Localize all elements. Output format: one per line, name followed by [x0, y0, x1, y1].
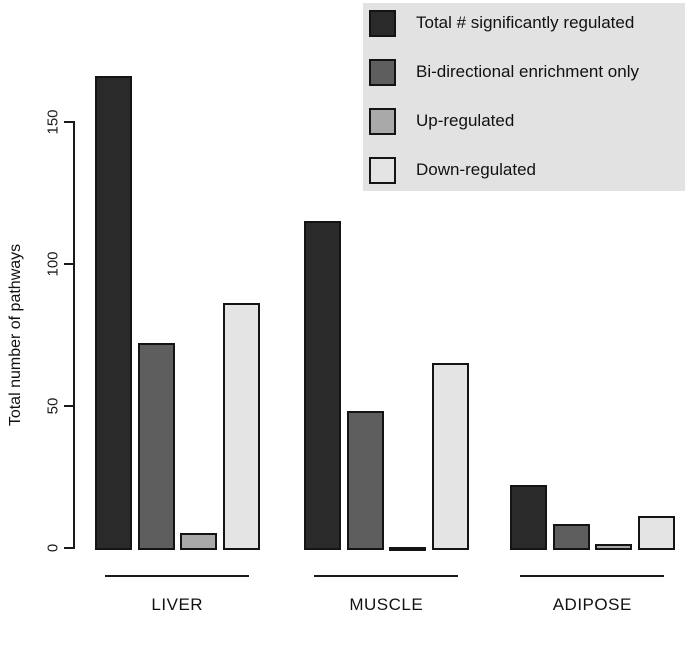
- y-axis-tick-label: 100: [44, 251, 62, 277]
- bar-muscle-up-regulated: [389, 547, 426, 551]
- legend-swatch: [369, 58, 396, 86]
- y-axis-title: Total number of pathways: [7, 243, 24, 427]
- bar-liver-bi-directional-enrichment-only: [138, 343, 175, 550]
- bar-adipose-bi-directional-enrichment-only: [553, 524, 590, 550]
- bar-liver-total-significantly-regulated: [95, 76, 132, 550]
- y-axis-line: [73, 121, 75, 549]
- x-category-line: [314, 575, 458, 577]
- y-axis-tick: [64, 405, 73, 407]
- x-category-label-adipose: ADIPOSE: [552, 595, 632, 614]
- x-category-line: [105, 575, 249, 577]
- y-axis-tick-label: 50: [44, 397, 62, 415]
- legend-swatch: [369, 156, 396, 184]
- bar-adipose-total-significantly-regulated: [510, 485, 547, 550]
- legend-label: Down-regulated: [416, 160, 537, 179]
- bar-muscle-total-significantly-regulated: [304, 221, 341, 550]
- legend-item: Up-regulated: [369, 107, 514, 135]
- y-axis-tick-label: 0: [44, 543, 62, 553]
- legend-label: Bi-directional enrichment only: [416, 62, 639, 81]
- legend-label: Total # significantly regulated: [416, 13, 635, 32]
- legend-label: Up-regulated: [416, 111, 515, 130]
- legend: Total # significantly regulated Bi-direct…: [363, 3, 685, 191]
- bar-liver-down-regulated: [223, 303, 260, 550]
- y-axis-tick: [64, 547, 73, 549]
- bar-adipose-up-regulated: [595, 544, 632, 550]
- legend-item: Total # significantly regulated: [369, 9, 634, 37]
- legend-swatch: [369, 9, 396, 37]
- bar-adipose-down-regulated: [638, 516, 675, 550]
- x-category-line: [520, 575, 664, 577]
- y-axis-tick-label: 150: [44, 109, 62, 135]
- y-axis-tick: [64, 121, 73, 123]
- legend-item: Bi-directional enrichment only: [369, 58, 639, 86]
- legend-swatch: [369, 107, 396, 135]
- bar-liver-up-regulated: [180, 533, 217, 550]
- x-category-label-muscle: MUSCLE: [349, 595, 424, 614]
- y-axis-tick: [64, 263, 73, 265]
- bar-muscle-down-regulated: [432, 363, 469, 550]
- legend-item: Down-regulated: [369, 156, 536, 184]
- bar-muscle-bi-directional-enrichment-only: [347, 411, 384, 550]
- x-category-label-liver: LIVER: [151, 595, 204, 614]
